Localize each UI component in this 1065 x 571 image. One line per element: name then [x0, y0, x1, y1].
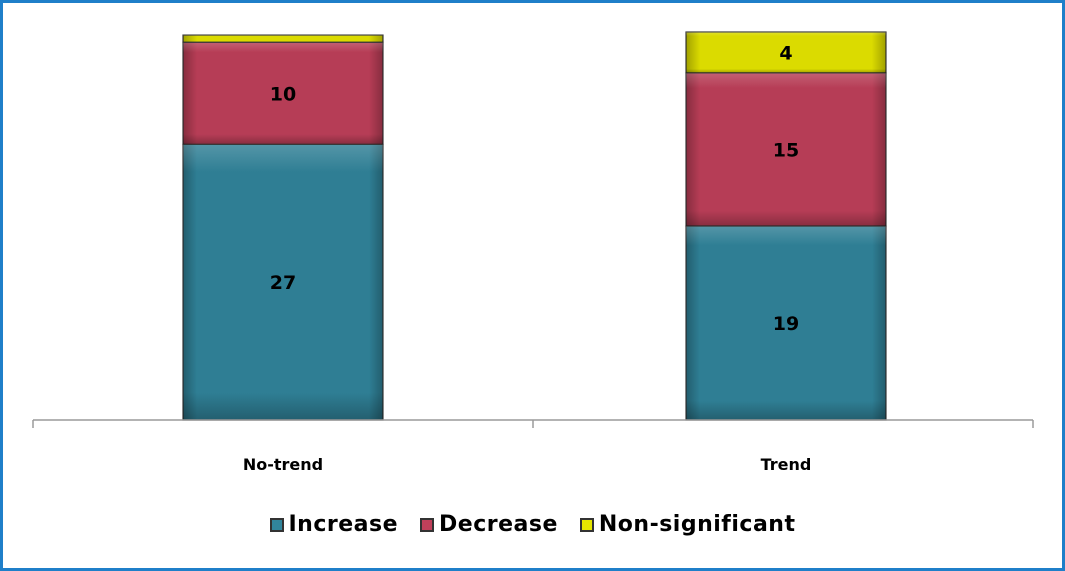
data-label-increase-no-trend: 27	[270, 272, 296, 294]
x-axis: No-trend Trend	[32, 419, 1034, 474]
data-label-non-significant-trend: 4	[779, 42, 792, 64]
legend-swatch-non-significant	[579, 517, 594, 532]
bar-decrease-no-trend	[182, 41, 384, 145]
legend-item-increase: Increase	[269, 512, 399, 537]
legend-item-decrease: Decrease	[420, 512, 558, 537]
bar-non-significant-no-trend	[182, 34, 384, 43]
legend-label-increase: Increase	[288, 512, 399, 537]
legend: Increase Decrease Non-significant	[0, 512, 1065, 537]
data-label-decrease-trend: 15	[773, 139, 799, 161]
x-tick-label-no-trend: No-trend	[243, 455, 323, 474]
legend-swatch-decrease	[420, 517, 435, 532]
bar-non-significant-trend	[685, 31, 887, 74]
data-label-increase-trend: 19	[773, 313, 799, 335]
legend-label-decrease: Decrease	[439, 512, 558, 537]
bars-layer: 27 10 19 15 4	[182, 31, 887, 421]
bar-increase-no-trend	[182, 143, 384, 421]
x-tick-label-trend: Trend	[761, 455, 812, 474]
legend-label-non-significant: Non-significant	[598, 512, 796, 537]
legend-item-non-significant: Non-significant	[579, 512, 796, 537]
legend-swatch-increase	[269, 517, 284, 532]
bar-decrease-trend	[685, 72, 887, 227]
bar-increase-trend	[685, 225, 887, 421]
data-label-decrease-no-trend: 10	[270, 83, 296, 105]
